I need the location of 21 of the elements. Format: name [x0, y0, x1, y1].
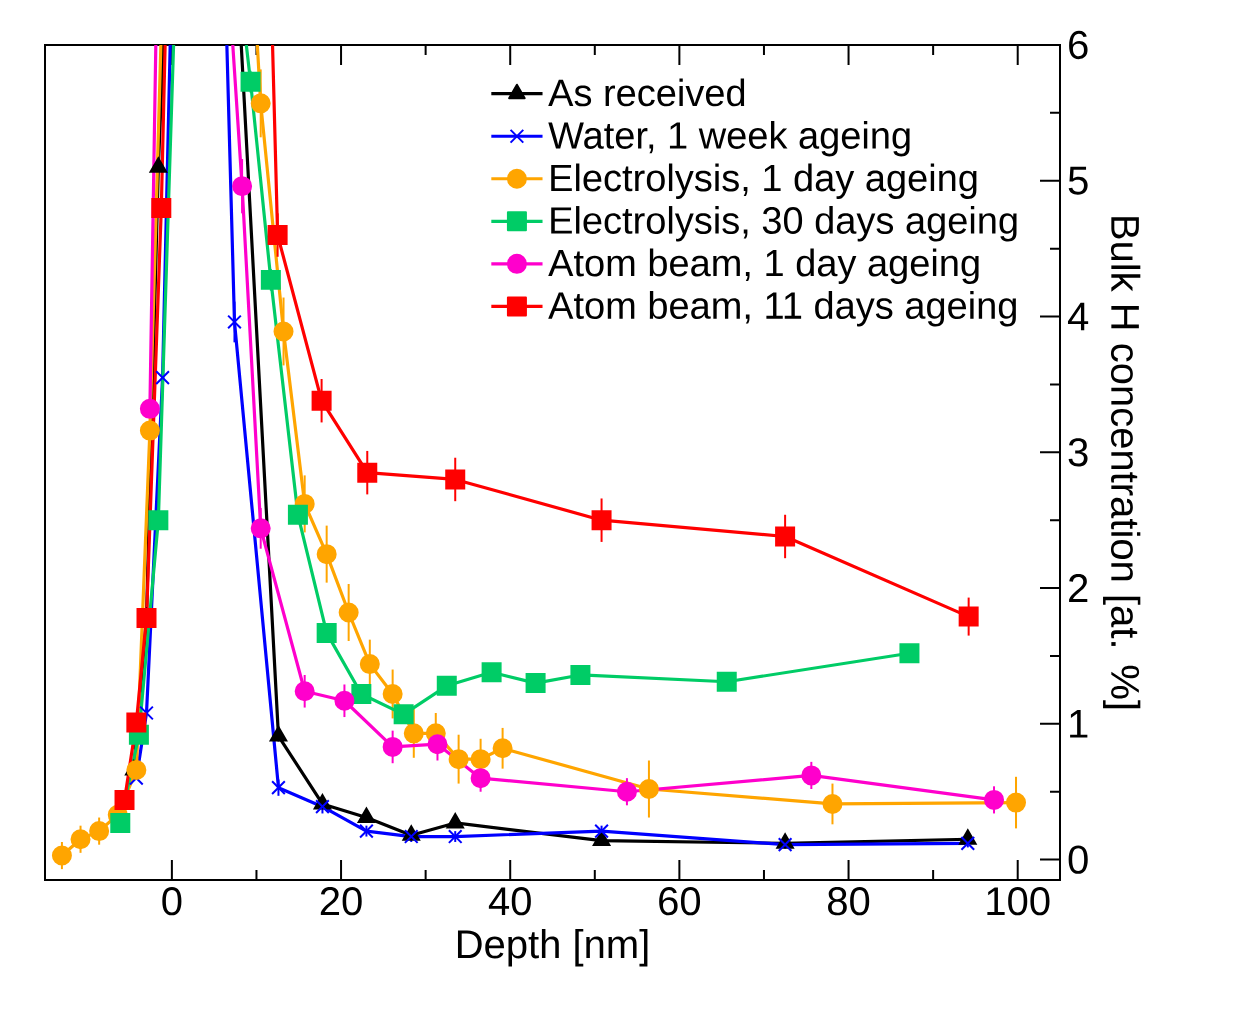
y-tick-label: 2: [1069, 574, 1088, 603]
legend-label: Electrolysis, 30 days ageing: [551, 206, 1017, 242]
y-tick-label: 1: [1070, 710, 1088, 738]
y-axis-title: Bulk H concentration [at. %]: [1103, 217, 1141, 709]
legend-label: Atom beam, 11 days ageing: [548, 291, 1016, 327]
x-tick-label: 20: [320, 887, 362, 916]
y-tick-label: 3: [1068, 438, 1088, 467]
legend-label: Water, 1 week ageing: [548, 120, 910, 157]
x-tick-label: 40: [488, 887, 531, 916]
legend-label: Atom beam, 1 day ageing: [548, 248, 979, 284]
x-tick-label: 80: [828, 887, 870, 916]
y-tick-label: 5: [1068, 166, 1088, 195]
y-tick-label: 4: [1067, 302, 1089, 331]
x-tick-label: 60: [659, 887, 701, 916]
legend-label: As received: [548, 78, 745, 107]
legend-label: Electrolysis, 1 day ageing: [551, 163, 977, 199]
x-axis-title: Depth [nm]: [457, 929, 648, 967]
x-tick-label: 100: [987, 887, 1050, 916]
y-tick-label: 6: [1069, 30, 1088, 60]
x-tick-label: 0: [162, 887, 182, 916]
y-tick-label: 0: [1068, 845, 1088, 874]
